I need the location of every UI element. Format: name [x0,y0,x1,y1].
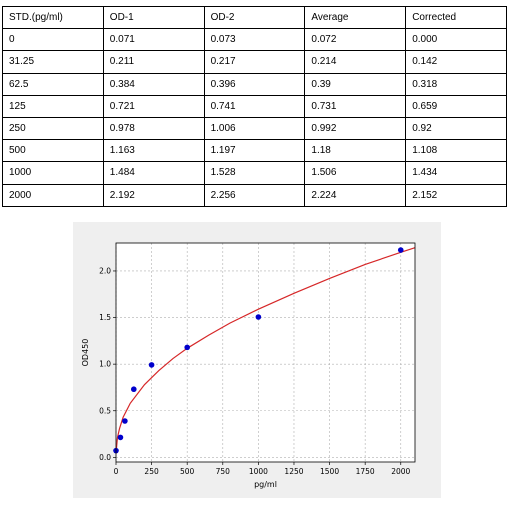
x-tick-label: 1750 [356,467,375,476]
average-cell: 1.506 [304,161,407,185]
table-row: 2000 2.192 2.256 2.224 2.152 [2,183,507,207]
corrected-cell: 0.000 [405,28,507,52]
std-cell: 1000 [2,161,104,185]
corrected-cell: 1.108 [405,139,507,163]
od1-cell: 1.484 [102,161,205,185]
corrected-cell: 0.142 [405,50,507,74]
x-tick-label: 1000 [249,467,268,476]
y-tick-label: 2.0 [99,267,111,276]
standard-curve-chart: 0 250 500 750 1000 1250 1500 1750 2000 0.0 0.5 1.0 1… [73,222,441,498]
x-tick-label: 1250 [284,467,303,476]
od2-header: OD-2 [203,5,306,30]
od2-cell: 1.528 [203,161,306,185]
corrected-cell: 0.92 [405,116,507,141]
data-point [117,434,124,441]
std-cell: 125 [2,94,104,118]
table-row: 125 0.721 0.741 0.731 0.659 [2,94,507,118]
corrected-cell: 1.434 [405,161,507,185]
x-tick-label: 0 [114,467,119,476]
data-point [255,314,262,320]
table-body: 0 0.071 0.073 0.072 0.000 31.25 0.211 0.217 0.21… [2,28,507,207]
x-tick-label: 2000 [391,467,410,476]
corrected-cell: 0.659 [405,94,507,118]
data-point [122,418,128,424]
od2-cell: 0.396 [203,72,306,96]
average-cell: 0.072 [304,28,407,52]
y-tick-label: 1.5 [99,313,111,322]
corrected-cell: 0.318 [405,72,507,96]
od1-cell: 0.211 [102,50,205,74]
x-tick-label: 750 [216,467,231,476]
average-cell: 2.224 [304,183,407,207]
od1-cell: 0.071 [102,28,205,52]
y-tick-label: 0.0 [99,453,111,462]
od2-cell: 0.217 [203,50,306,74]
od2-cell: 1.006 [203,116,306,141]
std-cell: 500 [2,139,104,163]
table-row: 62.5 0.384 0.396 0.39 0.318 [2,72,507,96]
table-row: 0 0.071 0.073 0.072 0.000 [2,28,507,52]
average-cell: 0.992 [304,116,407,141]
data-point [397,247,404,253]
od1-cell: 0.384 [102,72,205,96]
table-row: 31.25 0.211 0.217 0.214 0.142 [2,50,507,74]
average-cell: 0.39 [304,72,407,96]
corrected-header: Corrected [405,5,507,30]
data-point [130,386,137,393]
table-row: 250 0.978 1.006 0.992 0.92 [2,116,507,141]
od2-cell: 0.741 [203,94,306,118]
od1-cell: 0.978 [102,116,205,141]
od2-cell: 1.197 [203,139,306,163]
std-cell: 0 [2,28,104,52]
data-point [184,344,190,351]
x-tick-label: 250 [144,467,159,476]
y-axis-label: OD450 [81,339,90,367]
od1-cell: 2.192 [102,183,205,207]
x-tick-label: 500 [180,467,195,476]
chart-svg: 0 250 500 750 1000 1250 1500 1750 2000 0.0 0.5 1.0 1… [81,242,416,489]
std-cell: 2000 [2,183,104,207]
table-row: 500 1.163 1.197 1.18 1.108 [2,139,507,163]
std-cell: 250 [2,116,104,141]
y-tick-label: 1.0 [99,360,111,369]
y-tick-label: 0.5 [99,406,111,415]
x-axis-label: pg/ml [254,480,277,489]
od1-header: OD-1 [102,5,205,30]
od1-cell: 0.721 [102,94,205,118]
average-cell: 0.731 [304,94,407,118]
std-header: STD.(pg/ml) [2,5,104,30]
corrected-cell: 2.152 [405,183,507,207]
table-header-row: STD.(pg/ml) OD-1 OD-2 Average Corrected [2,5,507,30]
data-point [148,362,155,368]
od2-cell: 2.256 [203,183,306,207]
od1-cell: 1.163 [102,139,205,163]
average-cell: 0.214 [304,50,407,74]
od2-cell: 0.073 [203,28,306,52]
table-row: 1000 1.484 1.528 1.506 1.434 [2,161,507,185]
plot-frame [115,242,416,463]
average-header: Average [304,5,407,30]
standards-table: STD.(pg/ml) OD-1 OD-2 Average Corrected 0 0.0… [2,5,507,207]
average-cell: 1.18 [304,139,407,163]
x-tick-label: 1500 [320,467,339,476]
std-cell: 31.25 [2,50,104,74]
std-cell: 62.5 [2,72,104,96]
plot-area [116,243,415,462]
